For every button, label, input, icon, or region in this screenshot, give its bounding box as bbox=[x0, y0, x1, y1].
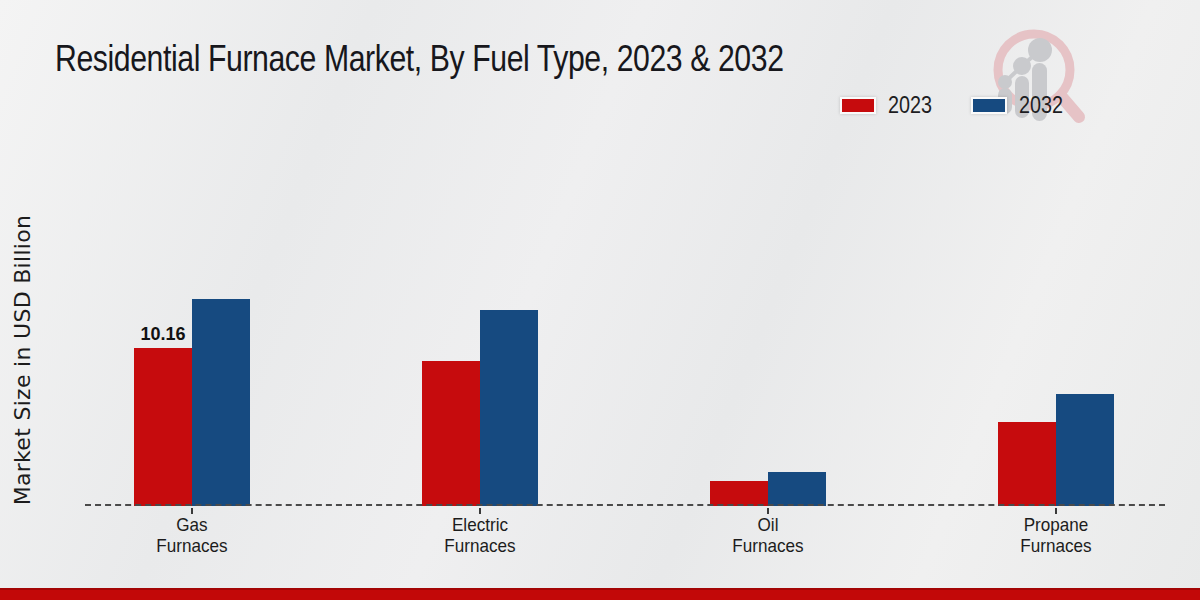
value-label-2023-gas-furnaces: 10.16 bbox=[123, 324, 203, 345]
x-axis-tick-electric-furnaces bbox=[479, 508, 481, 514]
bar-2023-gas-furnaces bbox=[134, 348, 192, 506]
bar-2032-electric-furnaces bbox=[480, 310, 538, 506]
category-label-electric-furnaces: Electric Furnaces bbox=[408, 514, 552, 556]
bar-2023-propane-furnaces bbox=[998, 422, 1056, 506]
category-label-oil-furnaces: Oil Furnaces bbox=[696, 514, 840, 556]
bar-plot-area: Gas Furnaces Electric Furnaces Oil Furnace… bbox=[0, 0, 1200, 600]
bar-2023-oil-furnaces bbox=[710, 481, 768, 506]
x-axis-baseline bbox=[85, 504, 1165, 506]
category-label-gas-furnaces: Gas Furnaces bbox=[120, 514, 264, 556]
x-axis-tick-propane-furnaces bbox=[1055, 508, 1057, 514]
x-axis-tick-gas-furnaces bbox=[191, 508, 193, 514]
bar-2032-propane-furnaces bbox=[1056, 394, 1114, 506]
bar-2032-oil-furnaces bbox=[768, 472, 826, 506]
x-axis-tick-oil-furnaces bbox=[767, 508, 769, 514]
footer-accent-band bbox=[0, 588, 1200, 600]
category-label-propane-furnaces: Propane Furnaces bbox=[984, 514, 1128, 556]
chart-canvas: Residential Furnace Market, By Fuel Type… bbox=[0, 0, 1200, 600]
bar-2023-electric-furnaces bbox=[422, 361, 480, 506]
